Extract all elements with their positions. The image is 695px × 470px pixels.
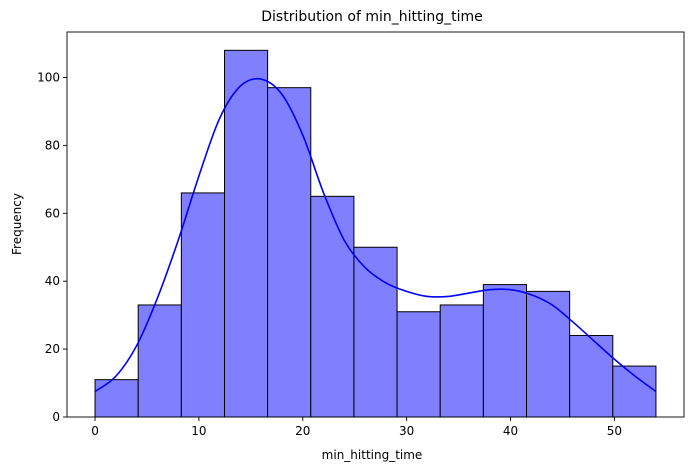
histogram-bar [482, 284, 528, 418]
chart-title: Distribution of min_hitting_time [261, 9, 483, 25]
histogram-bar [612, 365, 657, 418]
x-axis-label: min_hitting_time [322, 448, 423, 462]
x-tick-label: 40 [503, 424, 518, 438]
histogram-bars [94, 49, 657, 418]
histogram-bar [223, 49, 269, 418]
y-tick-label: 0 [52, 410, 60, 424]
x-tick-label: 0 [91, 424, 99, 438]
kde-curve [94, 77, 657, 393]
x-tick-label: 20 [295, 424, 310, 438]
x-tick-label: 50 [607, 424, 622, 438]
y-tick-label: 100 [37, 70, 60, 84]
y-axis-label: Frequency [10, 193, 24, 255]
histogram-bar [94, 379, 139, 418]
plot-frame [66, 31, 685, 418]
y-tick-label: 80 [45, 138, 60, 152]
histogram-bar [180, 192, 225, 418]
y-tick-label: 20 [45, 342, 60, 356]
histogram-bar [439, 304, 484, 418]
x-tick-label: 30 [399, 424, 414, 438]
histogram-bar [267, 87, 312, 418]
y-tick-label: 40 [45, 274, 60, 288]
histogram-bar [137, 304, 182, 418]
histogram-bar [353, 246, 398, 418]
x-axis-ticks: 0 10 20 30 40 50 [91, 417, 622, 438]
x-tick-label: 10 [191, 424, 206, 438]
histogram-bar [526, 290, 571, 418]
y-axis-ticks: 0 20 40 60 80 100 [37, 70, 67, 424]
histogram-bar [310, 195, 355, 418]
y-tick-label: 60 [45, 206, 60, 220]
histogram-bar [569, 335, 614, 418]
histogram-bar [396, 311, 441, 418]
